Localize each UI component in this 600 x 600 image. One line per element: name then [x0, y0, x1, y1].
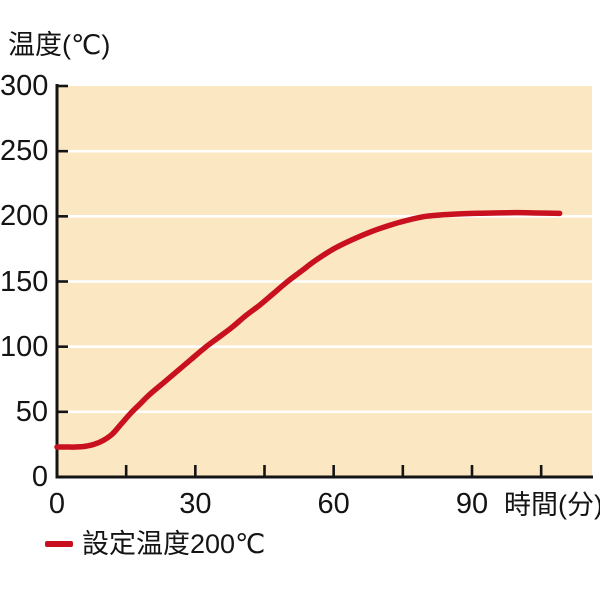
legend: 設定温度200℃ — [45, 526, 265, 562]
y-axis-title: 温度(℃) — [8, 30, 111, 60]
y-axis-tick-label: 150 — [0, 265, 49, 298]
legend-label: 設定温度200℃ — [82, 529, 266, 559]
x-axis-tick-label: 60 — [317, 488, 350, 520]
y-axis-tick-label: 0 — [31, 461, 48, 493]
x-axis-tick-label: 30 — [179, 488, 212, 520]
y-axis-tick-label: 100 — [0, 330, 49, 363]
x-axis-title: 時間(分) — [504, 490, 600, 520]
x-axis-tick-label: 0 — [48, 488, 66, 520]
y-axis-tick-label: 50 — [15, 395, 48, 428]
x-axis-tick-label: 90 — [455, 488, 489, 520]
y-axis-tick-label: 250 — [0, 135, 49, 168]
y-axis-tick-label: 300 — [0, 70, 49, 102]
temperature-curve — [54, 209, 563, 450]
y-axis-tick-label: 200 — [0, 200, 49, 233]
legend-line-swatch — [45, 541, 73, 547]
